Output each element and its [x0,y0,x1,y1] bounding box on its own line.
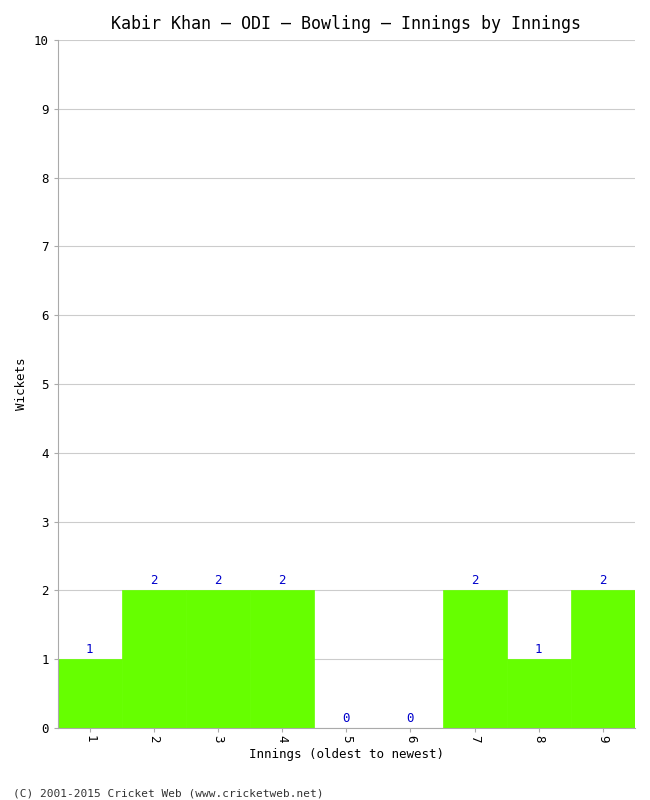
Text: (C) 2001-2015 Cricket Web (www.cricketweb.net): (C) 2001-2015 Cricket Web (www.cricketwe… [13,788,324,798]
Text: 2: 2 [471,574,478,587]
Bar [122,590,186,728]
Text: 1: 1 [535,642,543,656]
Text: 2: 2 [150,574,157,587]
Bar [250,590,314,728]
Bar [443,590,507,728]
Text: 2: 2 [214,574,222,587]
X-axis label: Innings (oldest to newest): Innings (oldest to newest) [249,748,444,761]
Y-axis label: Wickets: Wickets [15,358,28,410]
Text: 0: 0 [343,711,350,725]
Text: 2: 2 [278,574,286,587]
Bar [58,659,122,728]
Bar [571,590,635,728]
Text: 0: 0 [407,711,414,725]
Text: 1: 1 [86,642,94,656]
Text: 2: 2 [599,574,606,587]
Bar [186,590,250,728]
Bar [507,659,571,728]
Title: Kabir Khan – ODI – Bowling – Innings by Innings: Kabir Khan – ODI – Bowling – Innings by … [111,15,581,33]
